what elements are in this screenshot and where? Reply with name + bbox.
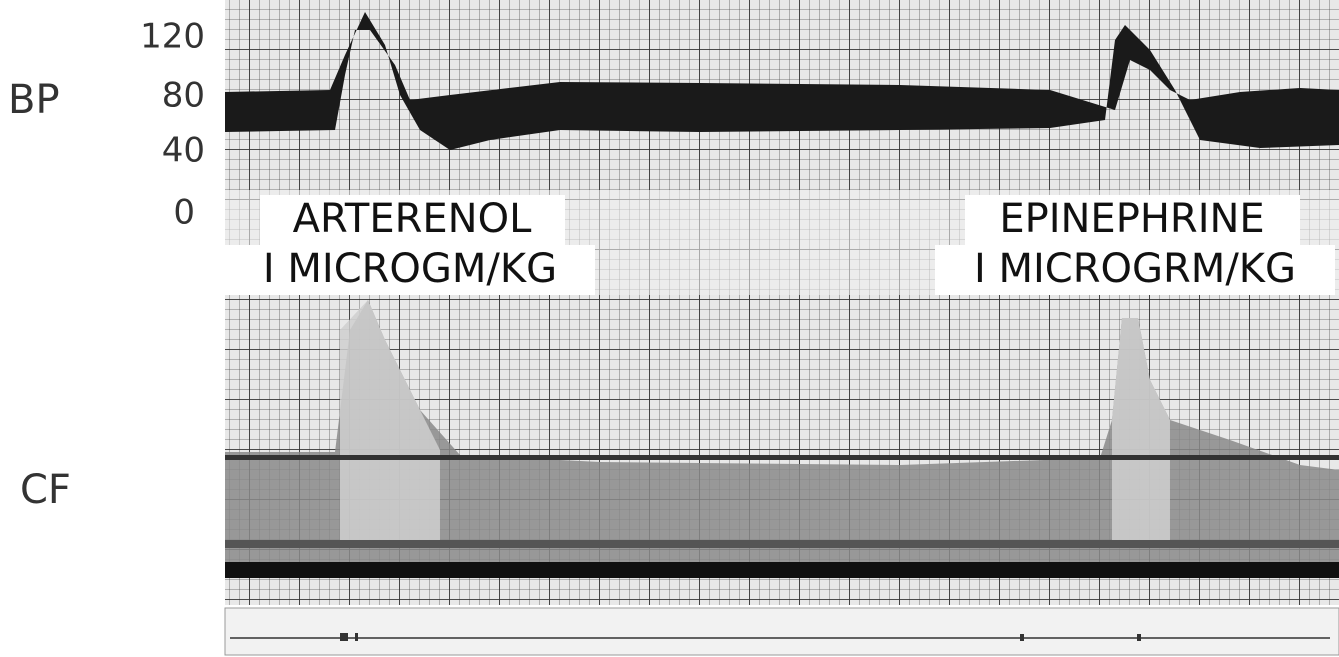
dose-label: I MICROGM/KG [263, 246, 557, 292]
drug-label: ARTERENOL [293, 196, 532, 242]
dose-label: I MICROGRM/KG [974, 246, 1296, 292]
bp-tick-label: 40 [162, 131, 205, 171]
bp-label: BP [8, 77, 60, 123]
event-strip [225, 608, 1339, 655]
bp-tick-label: 0 [173, 193, 195, 233]
bp-tick-label: 80 [162, 76, 205, 116]
cf-label: CF [20, 467, 71, 513]
recording: ARTERENOL I MICROGM/KG EPINEPHRINE I MIC… [0, 0, 1339, 657]
drug-label: EPINEPHRINE [999, 196, 1264, 242]
bp-tick-label: 120 [140, 17, 205, 57]
